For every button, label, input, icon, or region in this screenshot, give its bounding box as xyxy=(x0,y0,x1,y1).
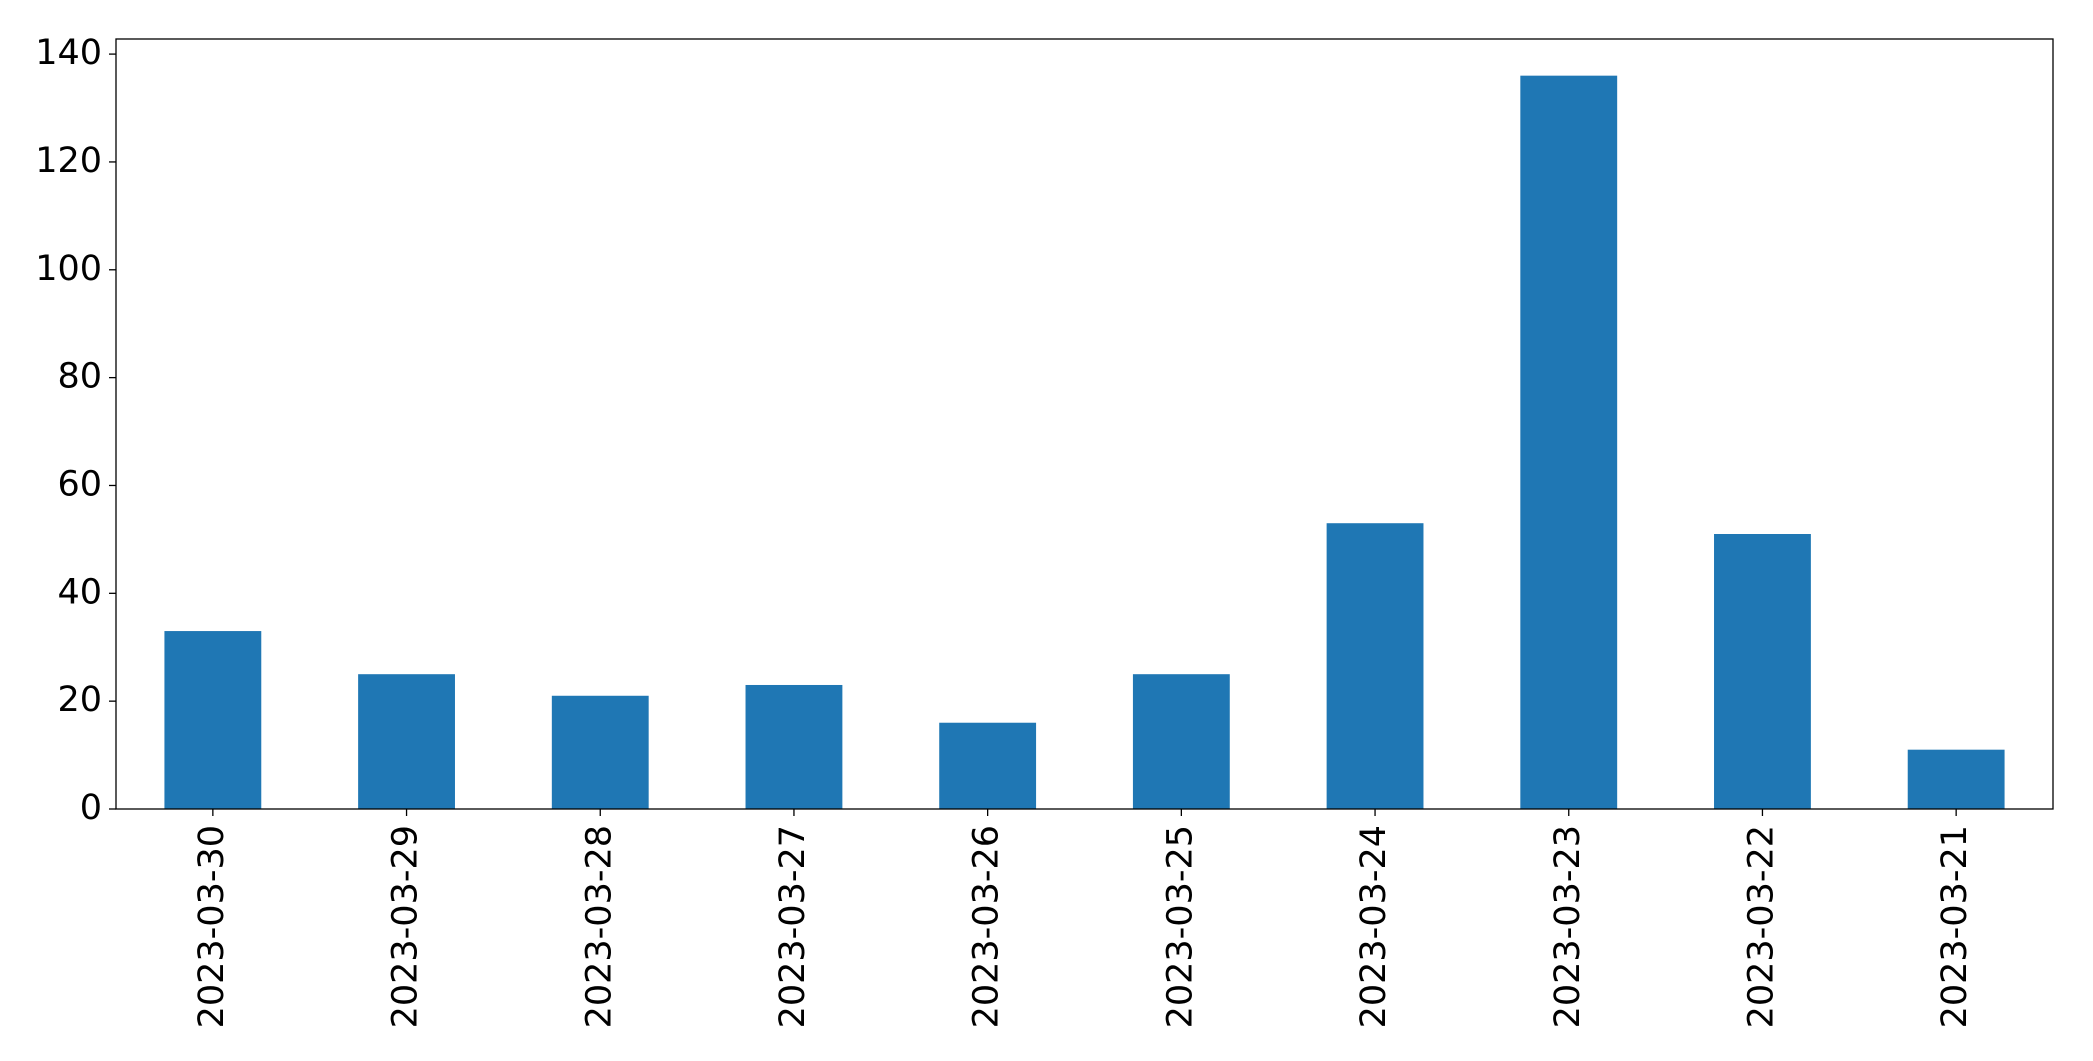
y-tick-label: 40 xyxy=(57,572,102,612)
x-tick-label: 2023-03-22 xyxy=(1741,825,1781,1028)
bar xyxy=(1907,749,2005,809)
x-tick-label: 2023-03-25 xyxy=(1160,825,1200,1028)
bar xyxy=(1326,523,1424,809)
x-tick-label: 2023-03-21 xyxy=(1935,825,1975,1028)
y-tick-label: 80 xyxy=(57,357,102,397)
bar xyxy=(164,631,262,809)
x-tick-label: 2023-03-24 xyxy=(1354,825,1394,1028)
x-tick-label: 2023-03-26 xyxy=(967,825,1007,1028)
y-tick-label: 100 xyxy=(35,249,102,289)
plot-frame xyxy=(115,38,2054,810)
y-tick-label: 0 xyxy=(80,788,102,828)
y-tick-label: 60 xyxy=(57,464,102,504)
x-tick-label: 2023-03-27 xyxy=(773,825,813,1028)
bar xyxy=(1520,75,1618,809)
bar xyxy=(551,695,649,809)
bar xyxy=(1132,674,1230,809)
x-tick-label: 2023-03-30 xyxy=(192,825,232,1028)
x-tick-label: 2023-03-28 xyxy=(579,825,619,1028)
y-tick-label: 140 xyxy=(35,33,102,73)
bar xyxy=(358,674,455,809)
bar xyxy=(745,684,843,809)
bar xyxy=(1714,534,1811,809)
x-tick-label: 2023-03-29 xyxy=(386,825,426,1028)
y-tick-label: 20 xyxy=(57,680,102,720)
x-tick-label: 2023-03-23 xyxy=(1548,825,1588,1028)
y-tick-label: 120 xyxy=(35,141,102,181)
bar xyxy=(939,722,1037,809)
